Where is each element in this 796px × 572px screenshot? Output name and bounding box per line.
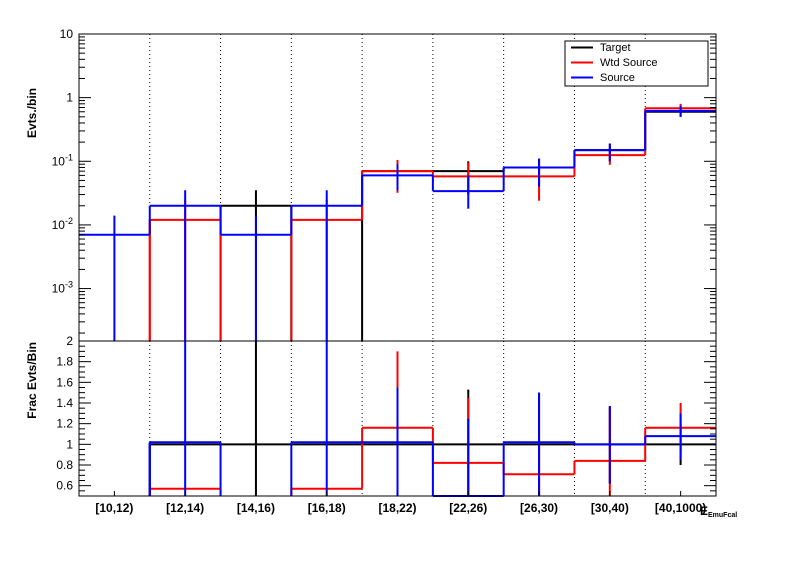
x-tick-label: [10,12): [95, 501, 133, 515]
x-axis-title-main: E: [700, 504, 708, 518]
y-tick-label: 10-1: [52, 152, 73, 168]
y-tick-label: 1: [66, 437, 73, 451]
y-tick-label: 1: [66, 91, 73, 105]
x-tick-label: [16,18): [308, 501, 346, 515]
x-tick-label: [30,40): [591, 501, 629, 515]
x-tick-label: [18,22): [378, 501, 416, 515]
x-axis-title: EEmuFcal: [700, 504, 737, 519]
top-panel-series: [79, 103, 716, 341]
bottom-y-axis: 0.6 0.8 1 1.2 1.4 1.6 1.8 2: [56, 334, 716, 497]
y-tick-label: 10-3: [52, 280, 73, 296]
x-tick-label: [40,1000): [655, 501, 706, 515]
x-axis-title-sub: EmuFcal: [708, 512, 737, 519]
y-tick-label: 1.6: [56, 375, 73, 389]
bottom-panel-series: [148, 341, 716, 497]
legend: Target Wtd Source Source: [564, 40, 709, 87]
y-tick-label: 10-2: [52, 216, 73, 232]
legend-label-wtd-source: Wtd Source: [600, 57, 657, 69]
x-tick-label: [26,30): [520, 501, 558, 515]
legend-label-source: Source: [600, 72, 635, 84]
y-tick-label: 1.4: [56, 396, 73, 410]
y-tick-label: 2: [66, 334, 73, 348]
x-tick-label: [22,26): [449, 501, 487, 515]
y-tick-label: 1.2: [56, 417, 73, 431]
x-category-labels: [10,12) [12,14) [14,16) [16,18) [18,22) [22,2…: [95, 491, 706, 515]
y-tick-label: 10: [60, 27, 74, 41]
top-y-axis: 10 1 10-1 10-2 10-3: [52, 27, 716, 334]
y-tick-label: 1.8: [56, 355, 73, 369]
legend-label-target: Target: [600, 42, 631, 54]
y-tick-label: 0.8: [56, 458, 73, 472]
top-y-axis-title: Evts./bin: [25, 88, 39, 138]
y-tick-label: 0.6: [56, 479, 73, 493]
x-tick-label: [14,16): [237, 501, 275, 515]
x-tick-label: [12,14): [166, 501, 204, 515]
bottom-y-axis-title: Frac Evts/Bin: [25, 342, 39, 419]
